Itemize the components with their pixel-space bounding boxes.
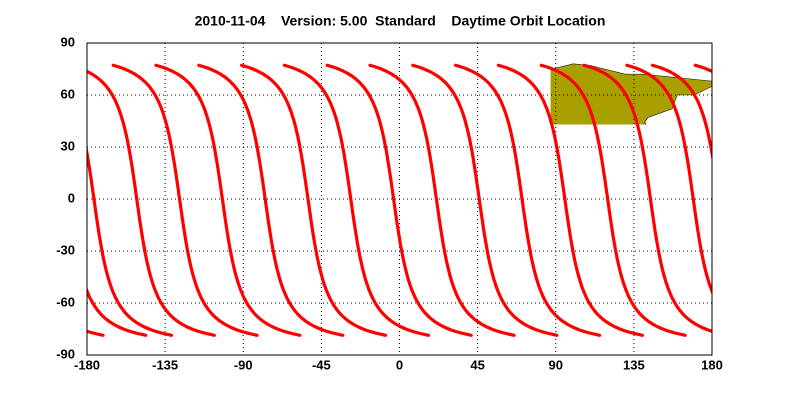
- orbit-track: [781, 65, 800, 335]
- y-tick-label: -90: [56, 346, 75, 361]
- y-tick-label: 0: [68, 190, 75, 205]
- orbit-track: [325, 63, 473, 337]
- orbit-track: [693, 63, 712, 74]
- y-tick-label: 60: [61, 86, 75, 101]
- orbit-track: [0, 65, 17, 335]
- orbit-track: [539, 63, 687, 337]
- orbit-track: [240, 63, 388, 337]
- x-tick-label: -180: [74, 357, 100, 372]
- orbit-track: [454, 63, 602, 337]
- indonesia: [564, 190, 607, 214]
- orbit-track: [87, 69, 216, 337]
- north-america: [108, 72, 304, 183]
- orbit-track: [87, 286, 148, 337]
- japan: [625, 123, 646, 125]
- orbit-track: [154, 63, 302, 337]
- x-tick-label: 180: [701, 357, 723, 372]
- orbit-track: [650, 63, 712, 164]
- orbit-track: [368, 63, 516, 337]
- orbit-track: [411, 63, 559, 337]
- orbit-track: [582, 63, 712, 334]
- orbit-track: [282, 63, 430, 337]
- orbit-track: [496, 63, 644, 337]
- orbit-tracks: [0, 63, 800, 337]
- plot-frame: [86, 42, 713, 356]
- x-tick-label: 45: [470, 357, 484, 372]
- y-tick-label: 30: [61, 138, 75, 153]
- x-tick-label: -90: [234, 357, 253, 372]
- orbit-track: [111, 63, 259, 337]
- orbit-track: [87, 144, 174, 337]
- orbit-track: [738, 65, 800, 335]
- new-guinea: [627, 201, 660, 217]
- x-tick-label: -135: [152, 357, 178, 372]
- x-tick-label: -45: [312, 357, 331, 372]
- x-tick-label: 135: [623, 357, 645, 372]
- y-tick-label: 90: [61, 34, 75, 49]
- arctic-islands: [191, 57, 278, 73]
- x-tick-label: 0: [396, 357, 403, 372]
- orbit-track: [197, 63, 345, 337]
- y-tick-label: -30: [56, 242, 75, 257]
- chart-title: 2010-11-04 Version: 5.00 Standard Daytim…: [195, 13, 606, 29]
- borneo: [589, 187, 606, 206]
- tick-labels: -180 -135 -90 -45 0 45 90 135 180 -90 -60 -30 0 30 60 9…: [56, 34, 723, 372]
- orbit-track: [625, 63, 712, 296]
- x-tick-label: 90: [549, 357, 563, 372]
- orbit-track: [0, 65, 60, 335]
- y-tick-label: -60: [56, 294, 75, 309]
- britain: [389, 98, 401, 112]
